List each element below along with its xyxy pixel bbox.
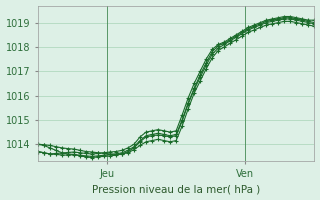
X-axis label: Pression niveau de la mer( hPa ): Pression niveau de la mer( hPa ): [92, 184, 260, 194]
